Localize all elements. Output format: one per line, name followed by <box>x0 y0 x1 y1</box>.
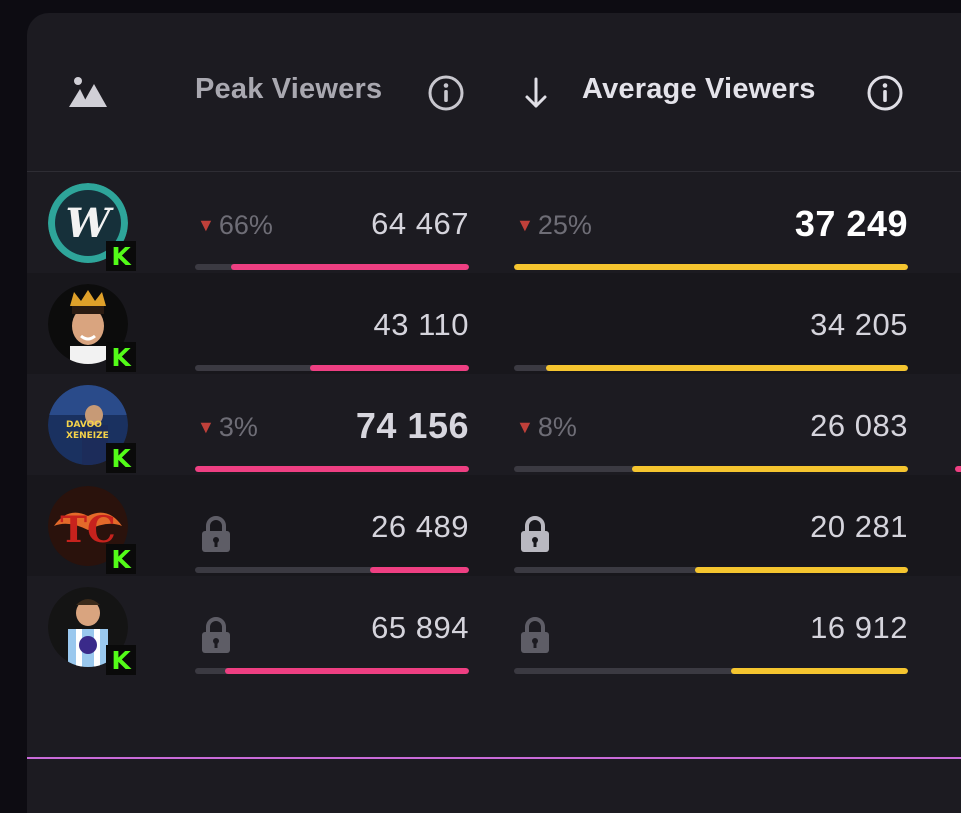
average-value: 26 083 <box>810 408 908 443</box>
table-row[interactable]: K 43 110 34 205 <box>27 273 961 374</box>
average-bar-fill <box>514 264 908 270</box>
arrow-down-icon: ▼ <box>516 215 534 235</box>
average-bar <box>514 264 908 270</box>
kick-badge: K <box>106 342 136 372</box>
arrow-down-icon: ▼ <box>197 417 215 437</box>
peak-value: 26 489 <box>371 509 469 544</box>
lock-icon <box>521 617 549 653</box>
kick-badge: K <box>106 645 136 675</box>
peak-value: 64 467 <box>371 206 469 241</box>
peak-bar <box>195 567 469 573</box>
average-value: 34 205 <box>810 307 908 342</box>
average-value: 16 912 <box>810 610 908 645</box>
peak-bar-fill <box>230 264 469 270</box>
table-row[interactable]: DAVOO XENEIZE K ▼ 3% 74 156 ▼ 8% 26 083 <box>27 374 961 475</box>
avatar[interactable]: DAVOO XENEIZE K <box>48 385 138 475</box>
average-bar-fill <box>632 466 908 472</box>
average-bar <box>514 365 908 371</box>
lock-icon <box>521 516 549 552</box>
table-header: Peak Viewers Average Viewers <box>27 13 961 172</box>
average-delta: ▼ 8% <box>516 412 577 442</box>
average-bar-fill <box>545 365 908 371</box>
average-bar <box>514 466 908 472</box>
footer-divider <box>27 757 961 759</box>
info-icon[interactable] <box>866 74 904 112</box>
mountain-icon[interactable] <box>69 75 107 107</box>
peak-bar-fill <box>225 668 469 674</box>
average-value: 37 249 <box>794 203 908 244</box>
svg-text:XENEIZE: XENEIZE <box>66 431 109 441</box>
svg-text:DAVOO: DAVOO <box>66 420 102 430</box>
table-row[interactable]: W K ▼ 66% 64 467 ▼ 25% 37 249 <box>27 172 961 273</box>
peak-viewers-header[interactable]: Peak Viewers <box>195 73 383 105</box>
next-column-bar-edge <box>955 466 961 472</box>
peak-bar-fill <box>370 567 469 573</box>
average-bar <box>514 567 908 573</box>
avatar[interactable]: K <box>48 587 138 677</box>
average-bar-fill <box>695 567 908 573</box>
average-viewers-header[interactable]: Average Viewers <box>582 73 816 105</box>
peak-bar-fill <box>195 466 469 472</box>
kick-badge: K <box>106 241 136 271</box>
svg-text:W: W <box>66 200 115 247</box>
arrow-down-icon: ▼ <box>197 215 215 235</box>
peak-bar <box>195 466 469 472</box>
sort-down-icon[interactable] <box>522 76 550 110</box>
peak-delta: ▼ 3% <box>197 412 258 442</box>
lock-icon <box>202 617 230 653</box>
peak-bar-fill <box>310 365 469 371</box>
avatar[interactable]: TC K <box>48 486 138 576</box>
table-row[interactable]: TC K 26 489 20 281 <box>27 475 961 576</box>
kick-badge: K <box>106 443 136 473</box>
peak-value: 43 110 <box>373 307 469 342</box>
average-bar-fill <box>730 668 908 674</box>
leaderboard-panel: Peak Viewers Average Viewers W K <box>27 13 961 813</box>
peak-bar <box>195 668 469 674</box>
table-row[interactable]: K 65 894 16 912 <box>27 576 961 677</box>
info-icon[interactable] <box>427 74 465 112</box>
avatar[interactable]: W K <box>48 183 138 273</box>
peak-bar <box>195 365 469 371</box>
peak-value: 65 894 <box>371 610 469 645</box>
average-value: 20 281 <box>810 509 908 544</box>
lock-icon <box>202 516 230 552</box>
peak-delta: ▼ 66% <box>197 210 273 240</box>
average-delta: ▼ 25% <box>516 210 592 240</box>
average-bar <box>514 668 908 674</box>
avatar[interactable]: K <box>48 284 138 374</box>
peak-value: 74 156 <box>355 405 469 446</box>
peak-bar <box>195 264 469 270</box>
kick-badge: K <box>106 544 136 574</box>
arrow-down-icon: ▼ <box>516 417 534 437</box>
